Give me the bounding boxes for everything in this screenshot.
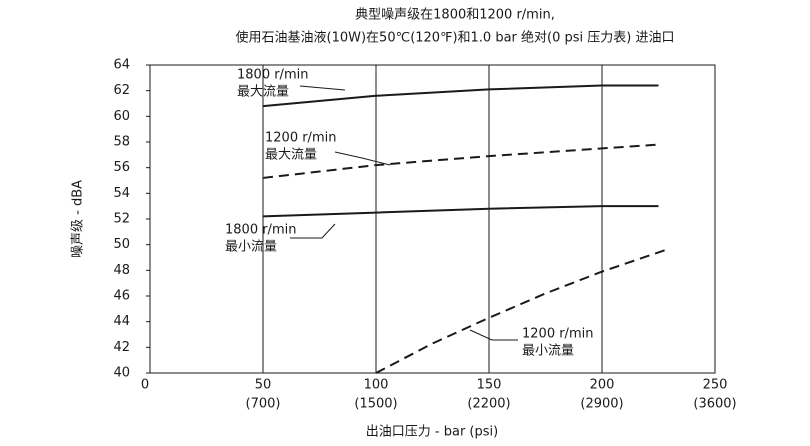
x-tick-secondary-label: (3600) xyxy=(693,397,736,412)
data-line xyxy=(262,84,659,108)
leader-line xyxy=(299,85,346,91)
y-tick-label: 54 xyxy=(113,186,130,201)
y-tick-label: 60 xyxy=(113,109,130,124)
chart-subtitle: 使用石油基油液(10W)在50℃(120℉)和1.0 bar 绝对(0 psi … xyxy=(236,30,675,46)
data-line xyxy=(262,205,659,218)
annotation: 1200 r/min xyxy=(522,327,593,342)
chart-title: 典型噪声级在1800和1200 r/min, xyxy=(355,8,555,23)
y-axis-label: 噪声级 - dBA xyxy=(71,180,86,258)
x-tick-secondary-label: (2200) xyxy=(467,397,510,412)
x-tick-label: 250 xyxy=(703,378,728,393)
annotation: 1800 r/min xyxy=(237,68,308,83)
y-tick-label: 62 xyxy=(113,83,130,98)
annotation: 最大流量 xyxy=(237,85,289,100)
x-tick-secondary-label: (700) xyxy=(246,397,281,412)
annotation: 最小流量 xyxy=(522,344,574,359)
y-tick-label: 40 xyxy=(113,366,130,381)
leader-line xyxy=(290,223,336,239)
y-tick-label: 50 xyxy=(113,237,130,252)
leader-line xyxy=(334,151,391,166)
y-tick-label: 42 xyxy=(113,340,130,355)
y-tick-label: 48 xyxy=(113,263,130,278)
x-tick-secondary-label: (2900) xyxy=(580,397,623,412)
x-axis-label: 出油口压力 - bar (psi) xyxy=(366,425,498,440)
leader-line xyxy=(469,329,518,341)
x-tick-label: 200 xyxy=(590,378,615,393)
data-line xyxy=(375,247,671,374)
annotation: 最大流量 xyxy=(265,148,317,163)
x-tick-label: 0 xyxy=(141,378,149,393)
y-tick-label: 64 xyxy=(113,58,130,73)
y-tick-label: 56 xyxy=(113,160,130,175)
annotation: 1200 r/min xyxy=(265,131,336,146)
y-tick-label: 46 xyxy=(113,289,130,304)
y-tick-label: 52 xyxy=(113,212,130,227)
x-tick-label: 50 xyxy=(255,378,272,393)
y-tick-label: 44 xyxy=(113,314,130,329)
annotation: 1800 r/min xyxy=(225,223,296,238)
x-tick-label: 100 xyxy=(364,378,389,393)
x-tick-label: 150 xyxy=(477,378,502,393)
y-tick-label: 58 xyxy=(113,135,130,150)
annotation: 最小流量 xyxy=(225,240,277,255)
x-tick-secondary-label: (1500) xyxy=(354,397,397,412)
data-line xyxy=(262,143,659,179)
plot-frame xyxy=(149,64,716,374)
